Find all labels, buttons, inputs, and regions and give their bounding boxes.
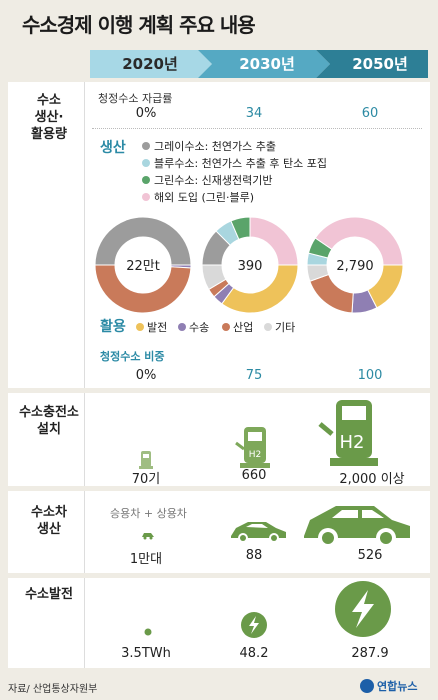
production-header: 생산 [100,140,126,156]
legend-green: 그린수소: 신재생전력기반 [142,172,273,188]
donut-0-usage-산업-slice [94,264,192,314]
donut-2-production-해외 도입-slice [314,216,404,266]
legend-other: 기타 [264,319,295,335]
self-sufficiency-label: 청정수소 자급률 [98,92,173,105]
legend-blue-dot [142,159,150,167]
legend-industry: 산업 [222,319,253,335]
donut-0-production-그레이수소-slice [94,216,192,266]
charger-medium-icon: H2 [235,427,270,468]
clean-share-2050: 100 [357,368,383,383]
year-arrow-2050 [316,50,428,78]
power-large-icon [335,581,391,637]
power-2020: 3.5TWh [121,646,171,661]
legend-power: 발전 [136,319,167,335]
donut-0-hole [116,238,170,292]
vehicles-2050: 526 [357,548,383,563]
legend-import-dot [142,193,150,201]
section-stations-label: 수소충전소 설치 [19,405,79,437]
vehicle-note: 승용차 + 상용차 [110,507,187,520]
power-medium-icon [241,612,267,638]
self-sufficiency-2030: 34 [245,106,263,121]
power-2030: 48.2 [239,646,269,661]
charger-large-icon [318,400,378,466]
page-title: 수소경제 이행 계획 주요 내용 [22,13,256,37]
stations-2050: 2,000 이상 [339,472,405,487]
stations-2030: 660 [241,468,267,483]
clean-share-2020: 0% [135,368,157,383]
legend-blue: 블루수소: 천연가스 추출 후 탄소 포집 [142,155,327,171]
donut-2-center-label: 2,790 [336,259,373,274]
h2-label: H2 [339,432,365,453]
year-arrow-2030 [198,50,330,78]
year-2030: 2030년 [239,55,295,73]
vehicles-2020: 1만대 [129,552,163,567]
year-2050: 2050년 [352,55,408,73]
donut-1-usage-기타-slice [201,264,227,291]
self-sufficiency-2050: 60 [361,106,379,121]
brand-logo: 연합뉴스 [360,678,417,694]
donut-0-center-label: 22만t [126,259,160,274]
power-small-icon [144,628,152,636]
section-vehicles-label: 수소차 생산 [31,505,67,537]
power-2050: 287.9 [351,646,389,661]
legend-green-dot [142,176,150,184]
stations-2020: 70기 [131,472,161,487]
legend-import: 해외 도입 (그린·블루) [142,189,254,205]
legend-transport-dot [178,323,186,331]
car-large-icon [304,506,410,548]
legend-gray: 그레이수소: 천연가스 추출 [142,138,276,154]
legend-transport: 수송 [178,319,209,335]
donut-1-center-label: 390 [238,259,263,274]
charger-small-icon [139,451,153,469]
legend-other-dot [264,323,272,331]
donut-2-usage-기타-slice [306,264,330,282]
section-power-label: 수소발전 [25,587,73,602]
car-medium-icon [231,522,286,543]
section-production-label: 수소 생산· 활용량 [31,93,67,142]
hydrogen-donut-charts: 22만t 390 2,790 [94,216,404,314]
clean-share-label: 청정수소 비중 [100,350,165,363]
year-arrow-2020 [90,50,212,78]
self-sufficiency-2020: 0% [135,106,157,121]
legend-power-dot [136,323,144,331]
car-small-icon [142,533,154,540]
usage-header: 활용 [100,319,126,335]
legend-gray-dot [142,142,150,150]
clean-share-2030: 75 [245,368,263,383]
donut-2-hole [328,238,382,292]
vehicles-2030: 88 [245,548,263,563]
legend-industry-dot [222,323,230,331]
year-2020: 2020년 [122,55,178,73]
brand-circle-icon [360,679,374,693]
year-header-arrows [90,50,428,78]
svg-text:H2: H2 [249,450,262,460]
source-note: 자료/ 산업통상자원부 [8,684,98,695]
donut-1-hole [223,238,277,292]
donut-1-usage-발전-slice [221,264,299,314]
